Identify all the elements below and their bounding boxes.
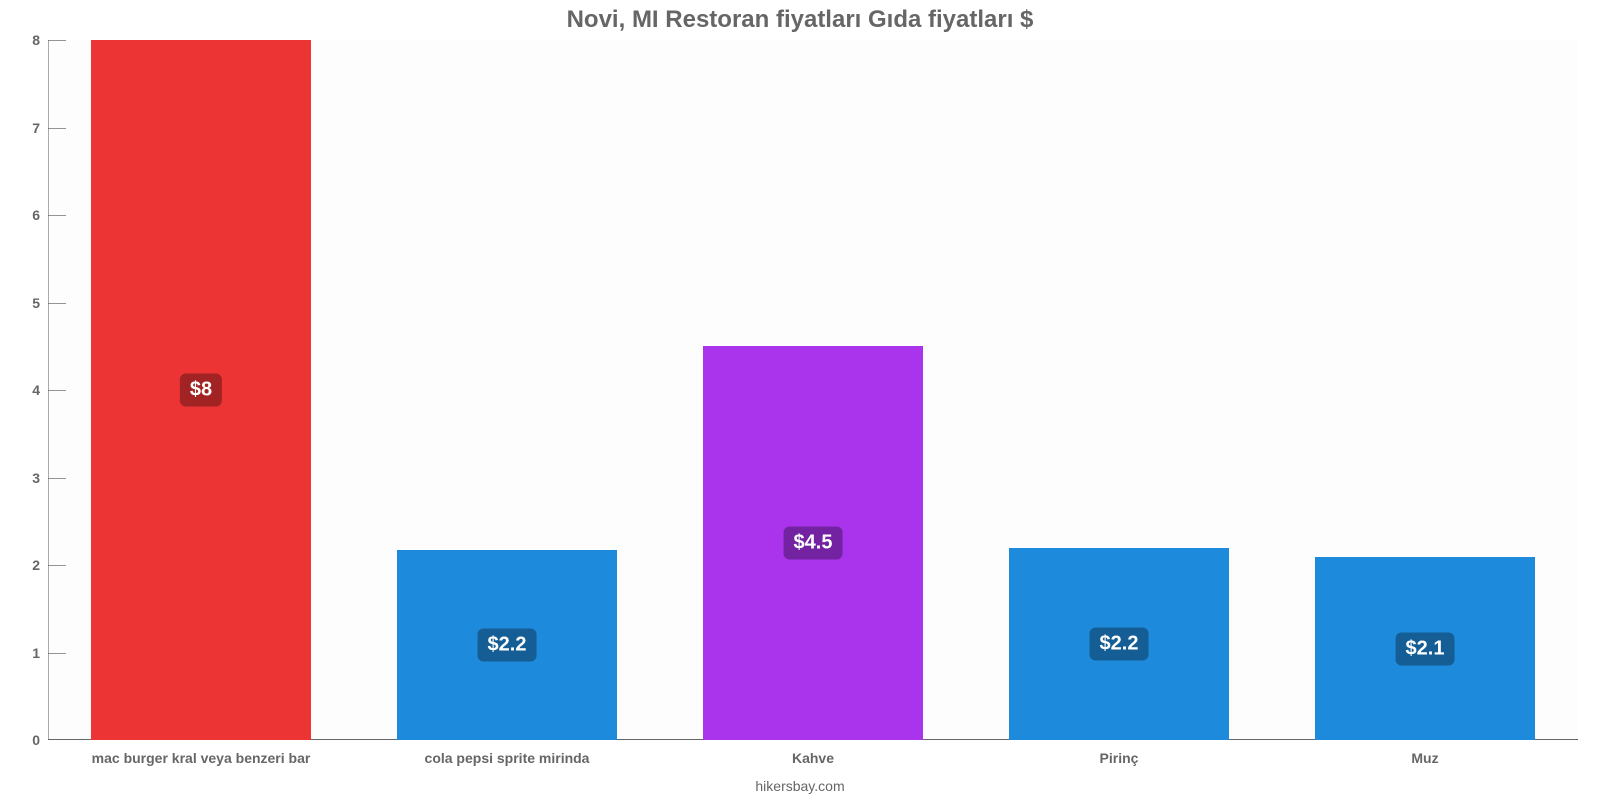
bar-value-label: $2.2: [478, 629, 537, 662]
bar-value-label: $8: [180, 374, 222, 407]
y-tick-mark: [48, 303, 66, 304]
price-bar: $2.2: [1009, 548, 1229, 741]
price-bar: $2.1: [1315, 557, 1535, 740]
bar-value-label: $2.2: [1090, 627, 1149, 660]
y-tick-mark: [48, 215, 66, 216]
price-bar: $4.5: [703, 346, 923, 740]
price-bar-chart: Novi, MI Restoran fiyatları Gıda fiyatla…: [0, 0, 1600, 800]
x-tick-label: Pirinç: [1100, 740, 1139, 766]
y-tick-label: 1: [32, 645, 48, 661]
y-tick-label: 0: [32, 732, 48, 748]
x-tick-label: Muz: [1411, 740, 1438, 766]
x-tick-label: Kahve: [792, 740, 834, 766]
x-tick-label: cola pepsi sprite mirinda: [425, 740, 590, 766]
y-tick-label: 7: [32, 120, 48, 136]
y-tick-mark: [48, 478, 66, 479]
chart-title: Novi, MI Restoran fiyatları Gıda fiyatla…: [0, 6, 1600, 34]
y-tick-mark: [48, 565, 66, 566]
bar-value-label: $4.5: [784, 527, 843, 560]
y-tick-label: 8: [32, 32, 48, 48]
y-tick-label: 3: [32, 470, 48, 486]
y-tick-label: 2: [32, 557, 48, 573]
y-tick-mark: [48, 40, 66, 41]
price-bar: $2.2: [397, 550, 617, 740]
y-tick-mark: [48, 653, 66, 654]
y-tick-label: 4: [32, 382, 48, 398]
chart-credit: hikersbay.com: [0, 778, 1600, 794]
y-tick-mark: [48, 128, 66, 129]
y-tick-label: 6: [32, 207, 48, 223]
price-bar: $8: [91, 40, 311, 740]
y-tick-label: 5: [32, 295, 48, 311]
x-tick-label: mac burger kral veya benzeri bar: [92, 740, 311, 766]
plot-area: 012345678$8mac burger kral veya benzeri …: [48, 40, 1578, 740]
y-tick-mark: [48, 390, 66, 391]
bar-value-label: $2.1: [1396, 632, 1455, 665]
